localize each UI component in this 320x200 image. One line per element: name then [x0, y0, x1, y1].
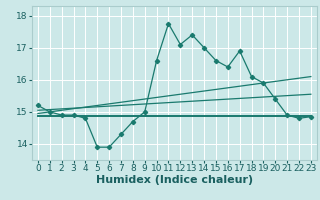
X-axis label: Humidex (Indice chaleur): Humidex (Indice chaleur) [96, 175, 253, 185]
